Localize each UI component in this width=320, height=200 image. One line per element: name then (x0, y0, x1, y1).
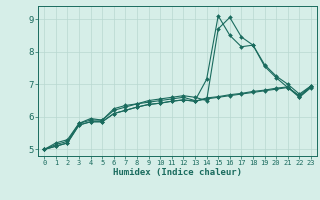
X-axis label: Humidex (Indice chaleur): Humidex (Indice chaleur) (113, 168, 242, 177)
